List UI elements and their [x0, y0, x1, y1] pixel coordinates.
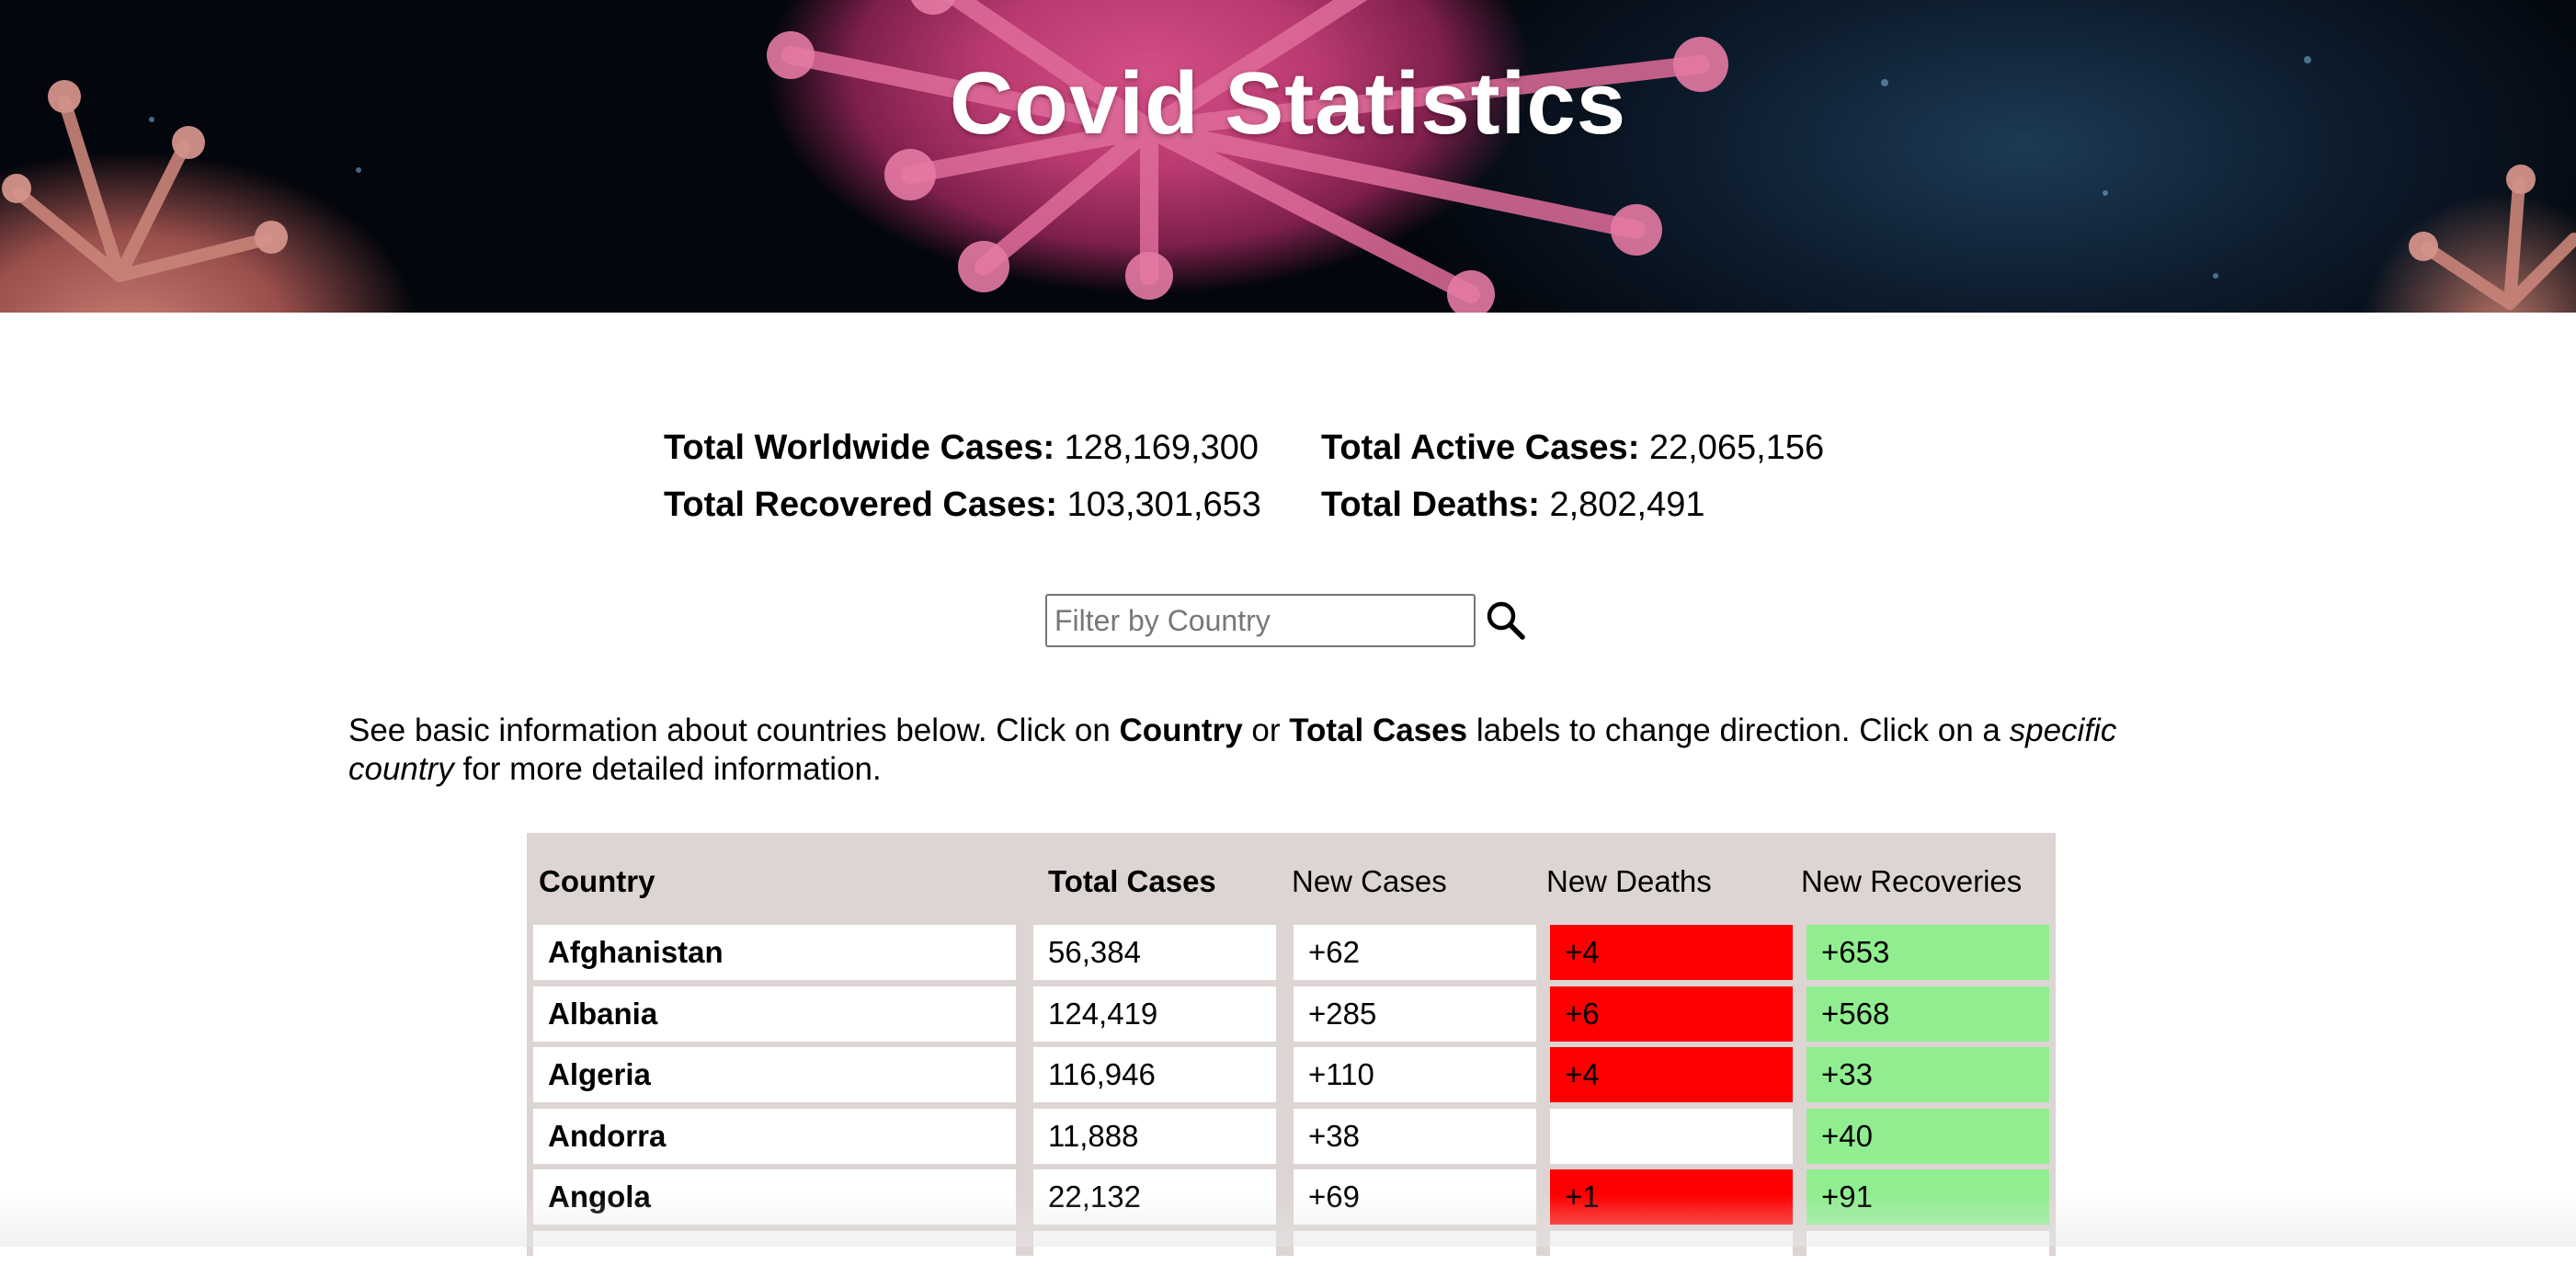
table-row[interactable]: Albania 124,419 +285 +6 +568 — [527, 986, 2056, 1043]
table-row[interactable]: Angola 22,132 +69 +1 +91 — [527, 1169, 2056, 1226]
header-new-recoveries: New Recoveries — [1801, 864, 2023, 898]
header-new-deaths: New Deaths — [1546, 864, 1712, 898]
header-total-cases[interactable]: Total Cases — [1048, 864, 1216, 898]
intro-text-3: labels to change direction. Click on a — [1467, 712, 2010, 748]
total-cases-cell: 56,384 — [1033, 925, 1276, 980]
header-new-cases: New Cases — [1292, 864, 1447, 898]
intro-text-1: See basic information about countries be… — [348, 712, 1120, 748]
new-cases-cell: +69 — [1294, 1169, 1536, 1225]
total-worldwide-label: Total Worldwide Cases: — [664, 428, 1055, 467]
intro-text-4: for more detailed information. — [453, 751, 882, 787]
new-deaths-cell: +1 — [1550, 1169, 1793, 1225]
new-deaths-cell — [1550, 1108, 1793, 1164]
totals-summary: Total Worldwide Cases: 128,169,300 Total… — [664, 419, 1824, 533]
new-recoveries-cell: +40 — [1807, 1108, 2049, 1164]
new-cases-cell: +110 — [1294, 1047, 1536, 1102]
new-cases-cell: +38 — [1294, 1108, 1536, 1164]
new-cases-cell: +285 — [1294, 986, 1536, 1042]
total-deaths-label: Total Deaths: — [1321, 485, 1540, 524]
total-recovered-cases: Total Recovered Cases: 103,301,653 — [664, 476, 1321, 533]
intro-total-cases-label: Total Cases — [1289, 712, 1468, 748]
new-deaths-cell: +4 — [1550, 1047, 1793, 1102]
country-cell[interactable]: Angola — [533, 1169, 1016, 1225]
table-header: Country Total Cases New Cases New Deaths… — [527, 833, 2056, 925]
new-recoveries-cell: +33 — [1807, 1047, 2049, 1102]
table-row[interactable]: Andorra 11,888 +38 +40 — [527, 1108, 2056, 1166]
new-recoveries-cell: +91 — [1807, 1169, 2049, 1225]
header-banner: Covid Statistics — [0, 0, 2576, 313]
new-recoveries-cell: +653 — [1807, 925, 2049, 980]
total-cases-cell — [1033, 1230, 1276, 1286]
total-worldwide-cases: Total Worldwide Cases: 128,169,300 — [664, 419, 1321, 476]
new-recoveries-cell: +568 — [1807, 986, 2049, 1042]
new-deaths-cell: +4 — [1550, 925, 1793, 980]
intro-country-label: Country — [1119, 712, 1243, 748]
new-deaths-cell — [1550, 1230, 1793, 1286]
new-deaths-cell: +6 — [1550, 986, 1793, 1042]
country-cell[interactable]: Algeria — [533, 1047, 1016, 1102]
total-recovered-label: Total Recovered Cases: — [664, 485, 1058, 524]
virus-illustration — [2, 0, 2576, 313]
page-title: Covid Statistics — [949, 54, 1627, 153]
countries-table: Country Total Cases New Cases New Deaths… — [527, 833, 2056, 1286]
country-filter — [1045, 594, 1527, 647]
country-cell[interactable]: Afghanistan — [533, 925, 1016, 980]
total-cases-cell: 124,419 — [1033, 986, 1276, 1042]
country-cell[interactable] — [533, 1230, 1016, 1286]
intro-specific-country: specific country — [348, 712, 2117, 787]
total-active-value: 22,065,156 — [1648, 428, 1825, 467]
total-deaths-value: 2,802,491 — [1549, 485, 1705, 524]
new-recoveries-cell — [1807, 1230, 2049, 1286]
new-cases-cell: +62 — [1294, 925, 1536, 980]
total-cases-cell: 11,888 — [1033, 1108, 1276, 1164]
total-active-label: Total Active Cases: — [1321, 428, 1640, 467]
search-icon[interactable] — [1485, 599, 1527, 642]
country-cell[interactable]: Albania — [533, 986, 1016, 1042]
total-deaths: Total Deaths: 2,802,491 — [1321, 476, 1705, 533]
total-cases-cell: 22,132 — [1033, 1169, 1276, 1225]
total-recovered-value: 103,301,653 — [1066, 485, 1261, 524]
table-row[interactable]: Algeria 116,946 +110 +4 +33 — [527, 1047, 2056, 1104]
header-country[interactable]: Country — [539, 864, 655, 898]
total-active-cases: Total Active Cases: 22,065,156 — [1321, 419, 1824, 476]
instructions-text: See basic information about countries be… — [348, 712, 2228, 789]
table-row[interactable]: Afghanistan 56,384 +62 +4 +653 — [527, 925, 2056, 982]
table-row[interactable] — [527, 1230, 2056, 1288]
intro-text-2: or — [1242, 712, 1290, 748]
country-cell[interactable]: Andorra — [533, 1108, 1016, 1164]
new-cases-cell — [1294, 1230, 1536, 1286]
country-filter-input[interactable] — [1045, 594, 1476, 647]
total-worldwide-value: 128,169,300 — [1064, 428, 1259, 467]
total-cases-cell: 116,946 — [1033, 1047, 1276, 1102]
